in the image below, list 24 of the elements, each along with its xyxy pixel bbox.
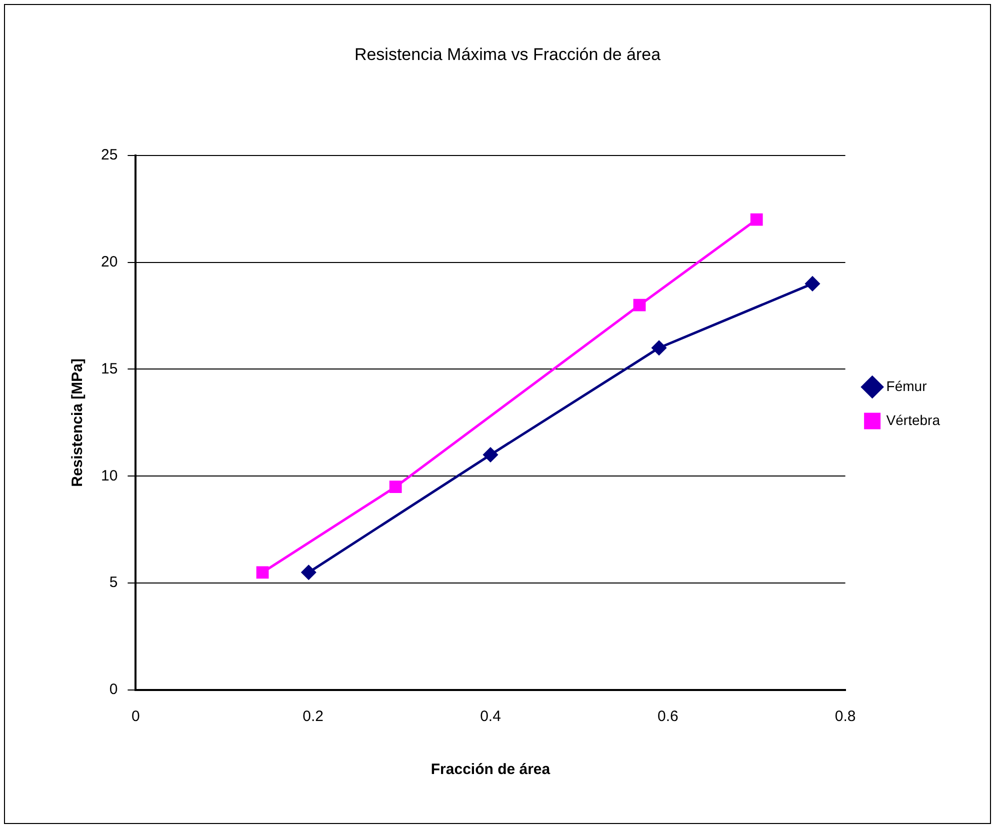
x-axis-title: Fracción de área [430, 761, 551, 778]
x-tick-label: 0.2 [302, 708, 324, 726]
y-tick-label: 15 [100, 360, 118, 378]
y-axis-title: Resistencia [MPa] [69, 358, 86, 487]
point [389, 480, 402, 494]
x-tick-label: 0.4 [480, 708, 501, 726]
x-tick-label: 0 [132, 708, 140, 726]
x-tick-label: 0.6 [657, 708, 678, 726]
y-tick-label: 10 [100, 467, 118, 484]
x-tick-label: 0.8 [834, 708, 856, 726]
point [750, 213, 763, 226]
point [633, 298, 646, 312]
point [256, 566, 269, 579]
legend-label: Fémur [886, 378, 928, 394]
point [483, 448, 498, 462]
y-tick-label: 5 [109, 574, 118, 592]
point [805, 276, 820, 291]
y-tick-label: 20 [100, 253, 118, 270]
y-tick-label: 0 [109, 681, 118, 698]
y-tick-label: 25 [100, 146, 118, 164]
legend-label: Vértebra [886, 412, 940, 428]
point [301, 565, 316, 580]
point [652, 340, 666, 356]
chart-title: Resistencia Máxima vs Fracción de área [354, 44, 662, 64]
